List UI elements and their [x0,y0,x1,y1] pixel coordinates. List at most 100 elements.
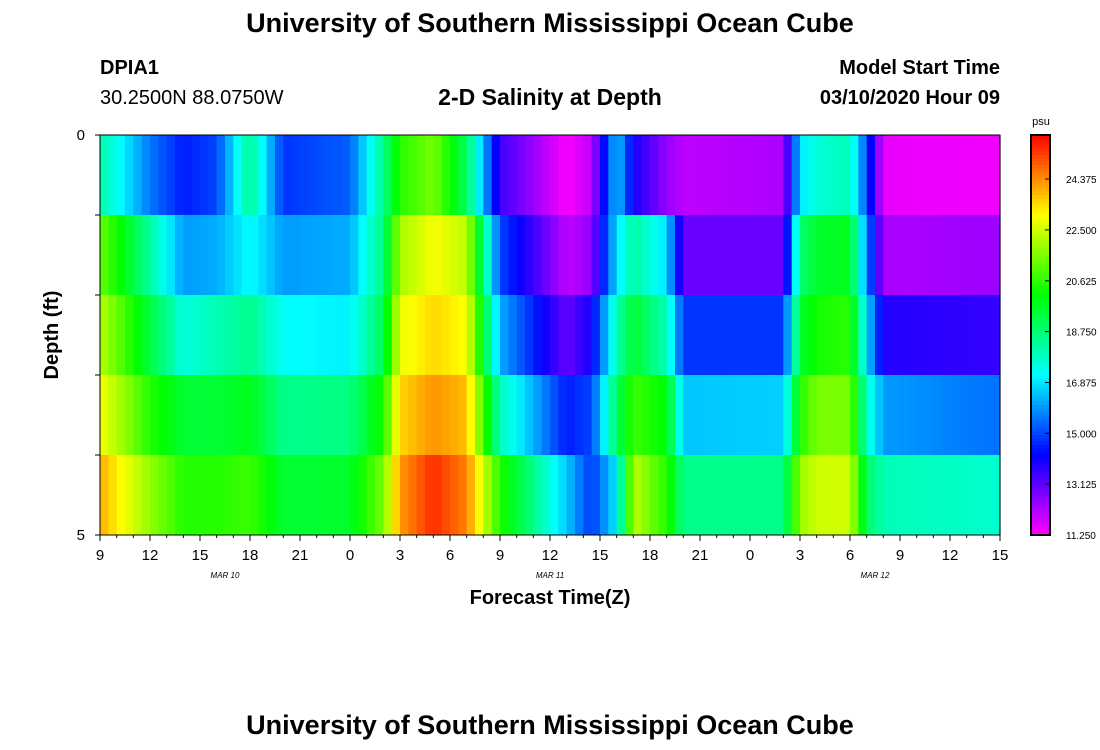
colorbar-segment [1031,165,1050,169]
heatmap-cell [508,455,518,535]
heatmap-cell [808,455,818,535]
heatmap-cell [700,375,709,455]
heatmap-cell [825,295,834,375]
heatmap-cell [658,375,668,455]
heatmap-cell [941,455,951,535]
heatmap-cell [250,295,259,375]
colorbar: 24.375 22.500 20.625 18.750 16.875 15.000 13.1… [1030,134,1097,542]
heatmap-cell [275,375,284,455]
heatmap-cell [458,295,468,375]
heatmap-cell [200,215,209,295]
colorbar-segment [1031,211,1050,216]
heatmap-cell [466,135,476,215]
heatmap-cell [883,295,893,375]
heatmap-cell [833,455,843,535]
heatmap-cell [983,375,993,455]
colorbar-tick-label: 18.750 [1066,328,1097,339]
heatmap-cell [500,135,509,215]
colorbar-segment [1031,455,1050,459]
heatmap-cell [108,295,118,375]
heatmap-cell [383,215,393,295]
heatmap-cell [883,215,893,295]
heatmap-cell [433,455,443,535]
heatmap-cell [641,215,651,295]
heatmap-cell [366,455,376,535]
colorbar-segment [1031,355,1050,359]
heatmap-cell [541,135,551,215]
heatmap-cell [733,295,743,375]
heatmap-cell [841,135,851,215]
heatmap-cell [200,375,209,455]
heatmap-cell [816,135,826,215]
heatmap-cell [600,215,609,295]
colorbar-segment [1031,198,1050,203]
heatmap-cell [525,455,534,535]
heatmap-cell [991,215,1001,295]
heatmap-cell [725,375,734,455]
heatmap-cell [458,375,468,455]
heatmap-cell [258,295,268,375]
heatmap-cell [291,215,301,295]
colorbar-segment [1031,248,1050,253]
heatmap-cell [408,375,418,455]
heatmap-cell [108,455,118,535]
heatmap-cell [600,375,609,455]
heatmap-cell [916,375,926,455]
heatmap-cell [191,455,201,535]
heatmap-cell [125,295,134,375]
colorbar-segment [1031,348,1050,353]
heatmap-cell [316,455,326,535]
heatmap-cell [350,215,359,295]
colorbar-tick-label: 16.875 [1066,378,1097,389]
heatmap-cell [466,215,476,295]
heatmap-cell [283,375,293,455]
heatmap-cell [558,215,568,295]
heatmap-cell [175,295,184,375]
heatmap-cell [616,215,626,295]
heatmap-cell [966,295,976,375]
heatmap-cell [900,295,909,375]
heatmap-cell [250,135,259,215]
colorbar-segment [1031,431,1050,436]
colorbar-segment [1031,268,1050,273]
heatmap-cell [400,135,409,215]
heatmap-cell [708,135,718,215]
heatmap-cell [808,215,818,295]
heatmap-cell [808,375,818,455]
heatmap-cell [266,455,276,535]
colorbar-segment [1031,405,1050,409]
colorbar-segment [1031,245,1050,249]
colorbar-segment [1031,505,1050,509]
heatmap-cell [158,135,168,215]
heatmap-cell [141,455,151,535]
heatmap-cell [333,455,343,535]
heatmap-cell [150,295,159,375]
colorbar-tick-label: 24.375 [1066,175,1097,186]
heatmap-cell [358,135,368,215]
heatmap-cell [975,375,984,455]
heatmap-cell [241,375,251,455]
heatmap-cell [300,215,309,295]
colorbar-segment [1031,261,1050,266]
heatmap-cell [900,215,909,295]
colorbar-segment [1031,511,1050,516]
colorbar-segment [1031,395,1050,399]
heatmap-cell [925,135,934,215]
model-start-value: 03/10/2020 Hour 09 [819,87,1000,109]
heatmap-cell [516,135,526,215]
colorbar-segment [1031,171,1050,176]
heatmap-cell [783,375,793,455]
heatmap-cell [741,295,751,375]
heatmap-cell [116,455,126,535]
heatmap-cell [141,375,151,455]
heatmap-cell [358,375,368,455]
heatmap-cell [575,215,584,295]
colorbar-segment [1031,365,1050,369]
heatmap-cell [483,455,493,535]
heatmap-cell [266,375,276,455]
heatmap-cell [133,455,143,535]
colorbar-segment [1031,471,1050,476]
colorbar-segment [1031,151,1050,156]
heatmap-cell [791,135,801,215]
